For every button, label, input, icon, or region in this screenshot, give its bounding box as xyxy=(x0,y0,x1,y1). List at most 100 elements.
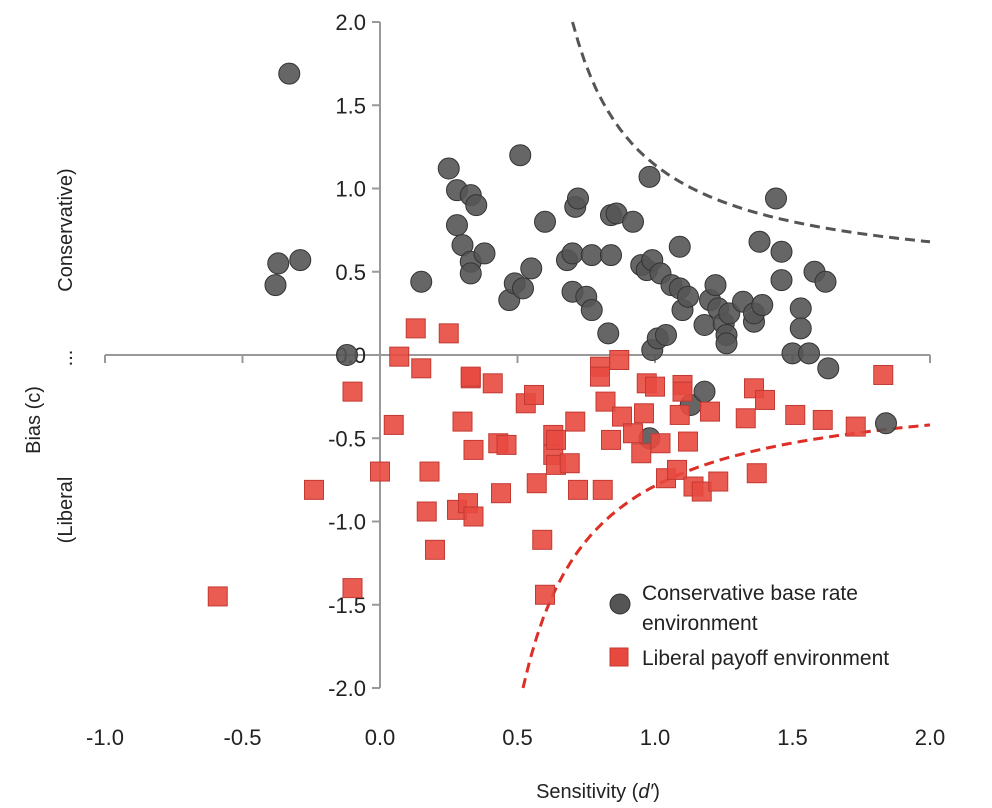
y-tick-label: -1.0 xyxy=(328,510,366,535)
liberal-point xyxy=(207,586,228,607)
conservative-point xyxy=(668,235,691,258)
x-tick-label: 1.0 xyxy=(640,725,671,750)
liberal-point xyxy=(535,584,555,605)
conservative-point xyxy=(534,210,556,233)
liberal-point xyxy=(595,391,616,412)
liberal-point xyxy=(601,429,621,450)
legend-label-conservative-line2: environment xyxy=(642,612,758,635)
liberal-point xyxy=(496,434,517,455)
liberal-point xyxy=(746,463,767,484)
conservative-point xyxy=(567,187,589,210)
liberal-point xyxy=(568,479,588,500)
conservative-point xyxy=(765,187,787,210)
conservative-point xyxy=(677,285,699,308)
conservative-point xyxy=(289,249,312,272)
conservative-point xyxy=(770,269,793,292)
conservative-point xyxy=(600,244,622,267)
y-axis-subtitle-conservative: Conservative) xyxy=(55,168,77,291)
data-points xyxy=(207,62,897,607)
liberal-point xyxy=(383,414,404,435)
liberal-point xyxy=(370,461,390,482)
conservative-point xyxy=(622,210,644,233)
conservative-point xyxy=(638,165,661,188)
liberal-point xyxy=(672,381,693,402)
liberal-point xyxy=(650,433,671,454)
liberal-point xyxy=(669,404,690,425)
conservative-point xyxy=(264,274,287,297)
x-tick-label: -0.5 xyxy=(224,725,262,750)
liberal-point xyxy=(645,376,665,397)
liberal-point xyxy=(785,404,806,425)
conservative-point xyxy=(798,342,820,365)
conservative-point xyxy=(814,270,837,293)
liberal-point xyxy=(700,401,720,422)
conservative-point xyxy=(693,314,716,337)
liberal-point xyxy=(460,366,481,387)
legend: Conservative base rate environment Liber… xyxy=(609,582,889,670)
liberal-point xyxy=(304,479,324,500)
liberal-point xyxy=(667,459,687,480)
y-tick-label: -2.0 xyxy=(328,676,366,701)
liberal-point xyxy=(559,453,580,474)
y-axis-title: Bias (c) xyxy=(23,386,45,454)
y-tick-label: 1.0 xyxy=(335,177,366,202)
conservative-point xyxy=(693,380,716,403)
legend-square-marker xyxy=(609,647,629,667)
legend-label-liberal: Liberal payoff environment xyxy=(642,647,889,670)
liberal-point xyxy=(438,323,459,344)
x-tick-label: 2.0 xyxy=(915,725,946,750)
liberal-point xyxy=(342,381,363,402)
conservative-point xyxy=(473,242,496,265)
liberal-point xyxy=(405,318,426,339)
y-axis-title-bias: Bias (c) xyxy=(23,386,45,454)
x-tick-label: 0.0 xyxy=(365,725,396,750)
y-tick-label: 2.0 xyxy=(335,10,366,35)
x-tick-label: 1.5 xyxy=(777,725,808,750)
liberal-point xyxy=(609,349,630,370)
y-tick-label: 0.5 xyxy=(335,260,366,285)
liberal-point xyxy=(735,408,756,429)
liberal-point xyxy=(634,403,654,424)
conservative-point xyxy=(465,194,488,217)
liberal-point xyxy=(755,389,775,410)
liberal-point xyxy=(482,373,503,394)
conservative-point xyxy=(336,344,358,366)
conservative-point xyxy=(715,332,738,355)
conservative-point xyxy=(580,244,603,267)
y-axis-subtitle-liberal: (Liberal xyxy=(55,477,77,544)
liberal-point xyxy=(708,471,729,492)
legend-label-conservative-line1: Conservative base rate xyxy=(642,582,858,605)
y-axis-subtitle: (Liberal ... Conservative) xyxy=(55,168,77,543)
conservative-point xyxy=(437,157,460,180)
liberal-point xyxy=(419,461,440,482)
conservative-point xyxy=(446,214,468,237)
conservative-point xyxy=(655,324,677,347)
liberal-point xyxy=(592,479,613,500)
liberal-point xyxy=(631,443,652,464)
conservative-point xyxy=(410,270,433,293)
conservative-point xyxy=(751,294,774,317)
liberal-point xyxy=(463,506,484,527)
liberal-point xyxy=(416,501,437,522)
conservative-point xyxy=(748,230,771,253)
conservative-point xyxy=(770,240,793,263)
liberal-point xyxy=(389,346,410,367)
conservative-point xyxy=(817,357,840,380)
liberal-point xyxy=(411,358,432,379)
conservative-point xyxy=(459,262,482,285)
conservative-point xyxy=(520,257,543,280)
liberal-point xyxy=(491,483,511,504)
y-axis-subtitle-ellipsis: ... xyxy=(55,350,77,367)
liberal-point xyxy=(565,411,586,432)
conservative-boundary-curve xyxy=(571,21,931,244)
liberal-point xyxy=(678,431,698,452)
liberal-point xyxy=(873,364,894,385)
liberal-point xyxy=(845,416,866,437)
x-axis-ticks: -1.0 -0.5 0.0 0.5 1.0 1.5 2.0 xyxy=(86,355,945,750)
liberal-point xyxy=(526,473,547,494)
liberal-point xyxy=(623,423,643,444)
conservative-point xyxy=(512,277,534,300)
y-tick-label: 1.5 xyxy=(335,93,366,118)
liberal-point xyxy=(524,384,544,405)
